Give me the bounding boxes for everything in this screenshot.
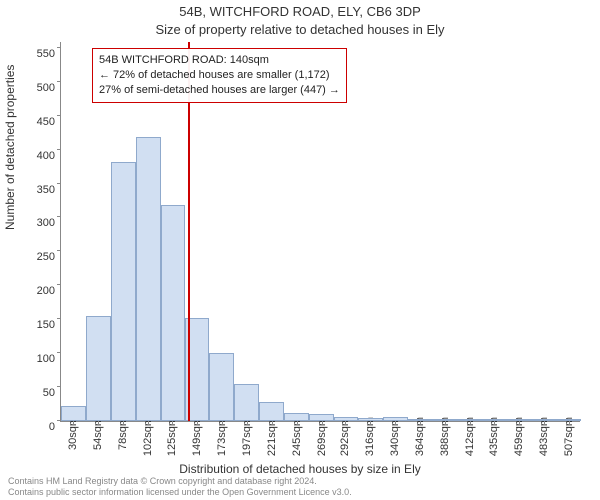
chart-title: 54B, WITCHFORD ROAD, ELY, CB6 3DP [0, 4, 600, 19]
annotation-line2: ← 72% of detached houses are smaller (1,… [99, 68, 340, 83]
x-tick-mark [123, 421, 124, 425]
x-tick-mark [98, 421, 99, 425]
y-tick-mark [57, 115, 61, 116]
x-tick-mark [172, 421, 173, 425]
histogram-bar [334, 417, 358, 421]
x-tick-mark [247, 421, 248, 425]
y-tick-mark [57, 352, 61, 353]
x-tick-mark [345, 421, 346, 425]
x-tick-mark [272, 421, 273, 425]
histogram-bar [234, 384, 259, 421]
y-tick-label: 500 [21, 82, 55, 94]
y-tick-label: 0 [21, 421, 55, 433]
x-tick-mark [544, 421, 545, 425]
histogram-bar [433, 419, 458, 421]
y-tick-mark [57, 81, 61, 82]
y-tick-mark [57, 386, 61, 387]
x-tick-mark [494, 421, 495, 425]
plot-area: 05010015020025030035040045050055030sqm54… [60, 42, 580, 422]
y-tick-mark [57, 47, 61, 48]
histogram-bar [408, 419, 433, 421]
x-axis-label: Distribution of detached houses by size … [0, 462, 600, 476]
y-tick-label: 150 [21, 319, 55, 331]
histogram-bar [111, 162, 136, 421]
x-tick-mark [148, 421, 149, 425]
y-tick-mark [57, 284, 61, 285]
x-tick-mark [197, 421, 198, 425]
annotation-line3: 27% of semi-detached houses are larger (… [99, 83, 340, 98]
histogram-bar [506, 419, 531, 421]
x-tick-mark [222, 421, 223, 425]
copyright-notice: Contains HM Land Registry data © Crown c… [8, 476, 352, 498]
histogram-bar [86, 316, 111, 421]
y-tick-mark [57, 250, 61, 251]
histogram-bar [358, 418, 383, 421]
x-tick-mark [370, 421, 371, 425]
x-tick-mark [297, 421, 298, 425]
chart-subtitle: Size of property relative to detached ho… [0, 22, 600, 37]
histogram-bar [284, 413, 309, 421]
x-tick-mark [519, 421, 520, 425]
x-tick-mark [395, 421, 396, 425]
y-tick-label: 450 [21, 116, 55, 128]
histogram-bar [136, 137, 161, 421]
y-tick-label: 550 [21, 48, 55, 60]
histogram-bar [457, 419, 482, 421]
x-tick-mark [73, 421, 74, 425]
histogram-bar [309, 414, 334, 421]
x-tick-mark [470, 421, 471, 425]
y-tick-label: 300 [21, 217, 55, 229]
histogram-bar [161, 205, 185, 421]
y-axis-label: Number of detached properties [3, 65, 17, 230]
y-tick-label: 350 [21, 184, 55, 196]
y-tick-label: 200 [21, 285, 55, 297]
y-tick-label: 250 [21, 251, 55, 263]
y-tick-mark [57, 149, 61, 150]
histogram-bar [531, 419, 556, 421]
y-tick-mark [57, 318, 61, 319]
histogram-bar [383, 417, 408, 421]
histogram-bar [209, 353, 234, 421]
histogram-bar [61, 406, 86, 421]
y-tick-label: 50 [21, 387, 55, 399]
x-tick-mark [420, 421, 421, 425]
x-tick-mark [322, 421, 323, 425]
histogram-bar [259, 402, 284, 421]
x-tick-mark [569, 421, 570, 425]
histogram-bar [556, 419, 581, 421]
copyright-line1: Contains HM Land Registry data © Crown c… [8, 476, 352, 487]
copyright-line2: Contains public sector information licen… [8, 487, 352, 498]
y-tick-mark [57, 216, 61, 217]
y-tick-mark [57, 183, 61, 184]
y-tick-label: 400 [21, 150, 55, 162]
property-size-chart: 54B, WITCHFORD ROAD, ELY, CB6 3DP Size o… [0, 0, 600, 500]
y-tick-label: 100 [21, 353, 55, 365]
histogram-bar [482, 419, 506, 421]
annotation-box: 54B WITCHFORD ROAD: 140sqm ← 72% of deta… [92, 48, 347, 103]
annotation-line1: 54B WITCHFORD ROAD: 140sqm [99, 53, 340, 68]
x-tick-mark [445, 421, 446, 425]
